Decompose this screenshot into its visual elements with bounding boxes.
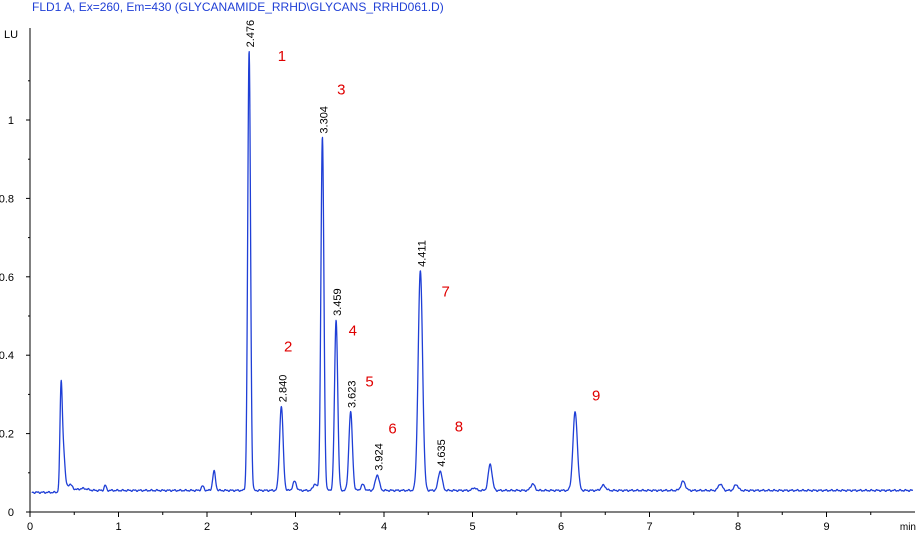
peak-rt-label: 3.304 xyxy=(318,106,330,134)
axes: LU 0 0.2 0.4 0.6 0.8 1 0 1 2 3 4 5 6 7 8 9 min xyxy=(0,28,916,533)
x-tick-label: 1 xyxy=(115,521,121,533)
x-tick-label: 4 xyxy=(381,521,387,533)
peak-number-label: 6 xyxy=(388,421,396,438)
peak-rt-label: 2.476 xyxy=(245,20,257,48)
y-tick-label: 0.6 xyxy=(0,272,14,284)
x-tick-label: 6 xyxy=(558,521,564,533)
peak-rt-label: 3.623 xyxy=(347,380,359,408)
peak-rt-label: 3.459 xyxy=(332,288,344,316)
peak-rt-label: 4.411 xyxy=(416,240,428,267)
y-axis-label: LU xyxy=(4,29,18,41)
peak-rt-label: 4.635 xyxy=(436,439,448,467)
peak-number-label: 9 xyxy=(592,387,600,404)
peak-number-label: 1 xyxy=(278,48,286,65)
peak-number-label: 5 xyxy=(365,374,373,391)
peak-number-label: 7 xyxy=(442,283,450,300)
chromatogram-trace xyxy=(31,51,914,494)
x-tick-label: 3 xyxy=(292,521,298,533)
peak-label-layer: 2.476 2.840 3.304 3.459 3.623 3.924 4.411 4.635 xyxy=(245,20,448,471)
y-tick-label: 1 xyxy=(8,115,14,127)
peak-number-layer: 1 2 3 4 5 6 7 8 9 xyxy=(278,48,601,437)
x-tick-label: 5 xyxy=(469,521,475,533)
signal-title: FLD1 A, Ex=260, Em=430 (GLYCANAMIDE_RRHD… xyxy=(32,0,444,14)
peak-number-label: 3 xyxy=(337,82,345,99)
trace-layer xyxy=(31,51,914,494)
y-tick-label: 0 xyxy=(8,507,14,519)
y-tick-label: 0.2 xyxy=(0,429,14,441)
x-tick-label: 7 xyxy=(646,521,652,533)
peak-rt-label: 3.924 xyxy=(373,443,385,471)
x-axis-label: min xyxy=(900,522,916,533)
peak-rt-label: 2.840 xyxy=(277,375,289,403)
y-tick-label: 0.8 xyxy=(0,193,14,205)
peak-number-label: 2 xyxy=(284,338,292,355)
x-tick-label: 8 xyxy=(735,521,741,533)
peak-number-label: 4 xyxy=(349,323,357,340)
x-tick-label: 9 xyxy=(823,521,829,533)
x-tick-label: 0 xyxy=(27,521,33,533)
x-tick-label: 2 xyxy=(204,521,210,533)
peak-number-label: 8 xyxy=(455,419,463,436)
y-tick-label: 0.4 xyxy=(0,350,14,362)
